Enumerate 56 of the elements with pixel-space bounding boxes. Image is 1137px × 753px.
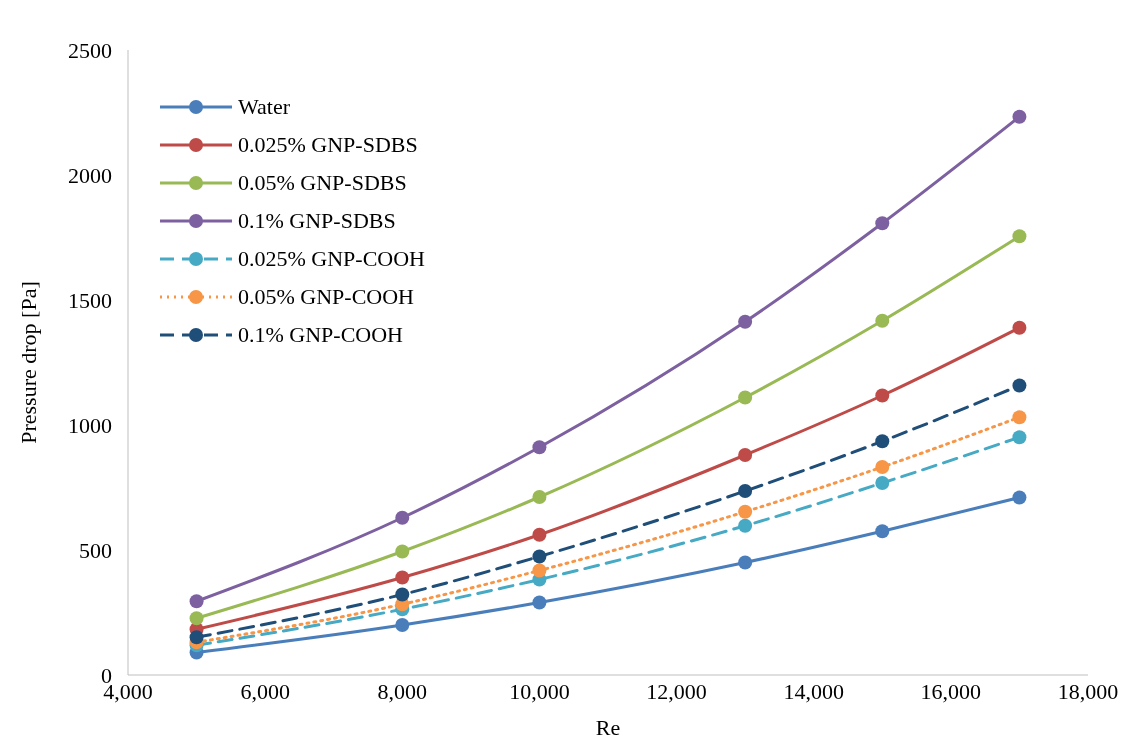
legend-label: 0.025% GNP-SDBS: [238, 132, 418, 158]
x-tick-label: 10,000: [509, 678, 570, 704]
point: [875, 216, 890, 231]
y-tick-label: 1500: [68, 288, 112, 313]
point: [395, 544, 410, 559]
point: [395, 587, 410, 602]
point: [532, 595, 547, 610]
point: [738, 448, 753, 462]
point: [875, 476, 890, 490]
point: [532, 527, 547, 542]
x-tick-label: 8,000: [377, 678, 428, 704]
point: [738, 314, 753, 329]
point: [1012, 109, 1027, 124]
y-tick-label: 2500: [68, 38, 112, 63]
point: [1012, 410, 1027, 425]
point: [1012, 430, 1027, 445]
y-axis-title: Pressure drop [Pa]: [15, 281, 41, 444]
point: [532, 549, 547, 564]
point: [875, 313, 890, 328]
legend-label: 0.1% GNP-SDBS: [238, 208, 396, 234]
legend-label: 0.1% GNP-COOH: [238, 322, 403, 348]
point: [738, 390, 753, 405]
point: [738, 484, 753, 498]
point: [189, 630, 204, 645]
point: [1012, 229, 1027, 244]
legend-label: 0.025% GNP-COOH: [238, 246, 425, 272]
point: [738, 518, 753, 533]
x-tick-label: 16,000: [920, 678, 982, 704]
point: [395, 618, 410, 632]
point: [1012, 378, 1027, 393]
point: [738, 555, 753, 570]
point: [875, 388, 890, 403]
point: [875, 434, 890, 449]
legend-label: 0.05% GNP-COOH: [238, 284, 414, 310]
x-tick-label: 12,000: [646, 678, 707, 704]
y-tick-label: 2000: [68, 163, 112, 188]
point: [1012, 490, 1027, 505]
point: [532, 563, 547, 578]
legend-label: Water: [238, 94, 290, 120]
point: [738, 504, 753, 519]
point: [875, 524, 890, 539]
x-tick-label: 18,000: [1057, 678, 1119, 704]
x-tick-label: 14,000: [783, 678, 844, 704]
point: [395, 570, 410, 585]
y-tick-label: 1000: [68, 413, 112, 438]
legend-label: 0.05% GNP-SDBS: [238, 170, 407, 196]
point: [189, 611, 204, 626]
point: [189, 594, 204, 609]
point: [395, 510, 410, 525]
x-axis-title: Re: [595, 715, 621, 740]
point: [875, 460, 890, 474]
point: [532, 490, 547, 504]
x-tick-label: 6,000: [240, 678, 290, 704]
point: [1012, 320, 1027, 335]
y-tick-label: 500: [79, 538, 112, 563]
point: [532, 440, 547, 455]
